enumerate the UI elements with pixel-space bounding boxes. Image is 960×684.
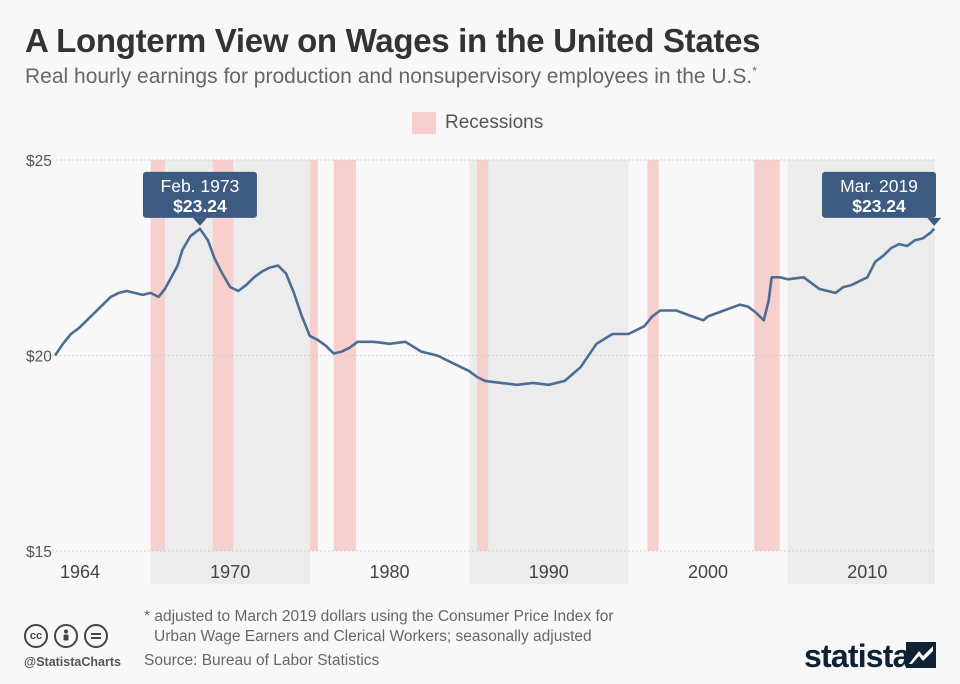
license-icons: cc	[24, 624, 108, 648]
y-tick-label: $25	[26, 153, 52, 170]
annotation-label-1: Mar. 2019	[840, 176, 918, 196]
x-tick-label: 2010	[847, 562, 887, 582]
series-line-real-hourly-earnings	[53, 227, 936, 387]
footnote: * adjusted to March 2019 dollars using t…	[144, 607, 614, 647]
recession-band-1	[212, 160, 234, 551]
attribution-icon[interactable]	[54, 624, 78, 648]
x-tick-label: 1964	[60, 562, 100, 582]
subtitle-footnote-mark: *	[752, 64, 757, 78]
annotation-pointer-1	[927, 217, 942, 226]
recession-band-2	[309, 160, 318, 551]
recession-band-6	[754, 160, 780, 551]
legend-label-recessions: Recessions	[445, 112, 544, 133]
statista-logo[interactable]: statista	[804, 638, 910, 674]
recession-band-4	[477, 160, 489, 551]
no-derivatives-icon[interactable]	[84, 624, 108, 648]
chart-subtitle: Real hourly earnings for production and …	[25, 64, 757, 89]
chart-title: A Longterm View on Wages in the United S…	[25, 22, 761, 59]
annotation-value-1: $23.24	[852, 196, 906, 216]
legend-swatch-recessions	[412, 112, 436, 134]
statista-handle[interactable]: @StatistaCharts	[24, 655, 121, 669]
x-tick-label: 1970	[210, 562, 250, 582]
line-chart: $15 $20 $25 1964 1970 1980 1990 2000 2010 Feb. 19…	[26, 153, 942, 584]
source-text: Source: Bureau of Labor Statistics	[144, 652, 380, 669]
decade-band-1	[469, 160, 629, 584]
legend: Recessions	[412, 111, 543, 135]
annotation-box-0	[142, 171, 257, 218]
footnote-line-2: Urban Wage Earners and Clerical Workers;…	[154, 628, 592, 645]
annotation-value-0: $23.24	[173, 196, 227, 216]
annotation-label-0: Feb. 1973	[161, 176, 240, 196]
y-tick-label: $15	[26, 544, 52, 561]
decade-band-2	[787, 160, 935, 584]
creative-commons-icon[interactable]: cc	[24, 624, 48, 648]
x-tick-label: 2000	[688, 562, 728, 582]
x-tick-label: 1990	[529, 562, 569, 582]
subtitle-text: Real hourly earnings for production and …	[25, 65, 753, 88]
footnote-line-1: * adjusted to March 2019 dollars using t…	[144, 608, 614, 625]
annotation-pointer-0	[192, 217, 207, 226]
recession-band-0	[150, 160, 165, 551]
y-tick-label: $20	[26, 349, 52, 366]
statista-logo-icon	[906, 642, 936, 668]
annotation-box-1	[822, 171, 936, 218]
x-tick-label: 1980	[369, 562, 409, 582]
